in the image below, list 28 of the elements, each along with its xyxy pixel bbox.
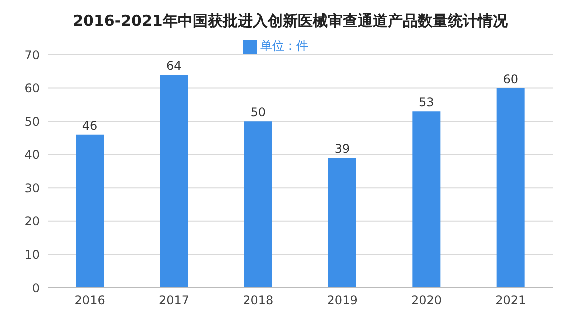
x-tick-label: 2016 bbox=[74, 294, 106, 308]
data-label: 60 bbox=[503, 72, 518, 86]
y-tick-label: 50 bbox=[24, 114, 40, 129]
y-tick-label: 70 bbox=[24, 48, 40, 62]
data-label: 50 bbox=[250, 106, 266, 120]
y-tick-label: 30 bbox=[24, 181, 40, 196]
bar bbox=[328, 158, 356, 288]
bar bbox=[496, 88, 525, 288]
x-tick-label: 2020 bbox=[411, 294, 442, 308]
y-tick-label: 20 bbox=[24, 214, 40, 229]
x-tick-label: 2019 bbox=[327, 294, 358, 308]
x-tick-label: 2018 bbox=[243, 294, 274, 308]
y-tick-label: 60 bbox=[24, 82, 40, 96]
bar bbox=[160, 74, 188, 288]
bar bbox=[244, 122, 272, 288]
data-label: 39 bbox=[334, 142, 350, 156]
y-tick-label: 40 bbox=[24, 148, 40, 162]
y-tick-label: 10 bbox=[24, 248, 40, 262]
y-tick-label: 0 bbox=[32, 281, 40, 296]
x-tick-label: 2017 bbox=[158, 294, 190, 308]
chart-title: 2016-2021年中国获批进入创新医械审查通道产品数量统计情况 bbox=[72, 11, 509, 32]
data-label: 64 bbox=[166, 58, 182, 73]
data-label: 46 bbox=[82, 118, 98, 133]
x-tick-label: 2021 bbox=[496, 294, 526, 308]
data-label: 53 bbox=[419, 96, 434, 110]
bar bbox=[412, 112, 441, 288]
bar bbox=[76, 134, 104, 288]
legend-label: 单位：件 bbox=[260, 39, 308, 53]
